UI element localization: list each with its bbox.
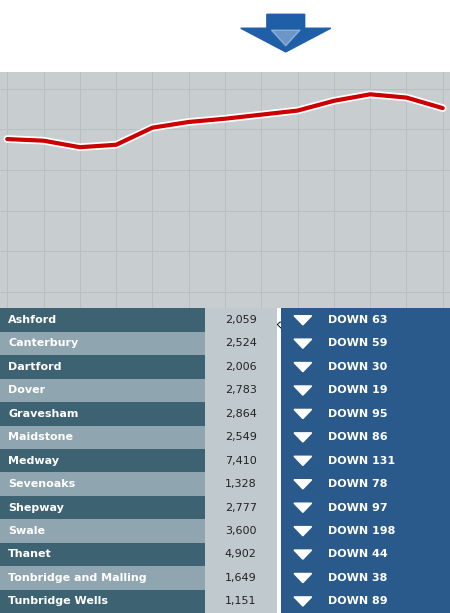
Polygon shape xyxy=(271,30,300,46)
Bar xyxy=(205,543,277,566)
Bar xyxy=(0,473,205,496)
Bar xyxy=(0,308,205,332)
Polygon shape xyxy=(241,14,331,52)
Polygon shape xyxy=(294,480,312,489)
Text: Sevenoaks: Sevenoaks xyxy=(8,479,75,489)
Text: DOWN 78: DOWN 78 xyxy=(328,479,388,489)
Text: DOWN 19: DOWN 19 xyxy=(328,386,388,395)
Text: Swale: Swale xyxy=(8,526,45,536)
Bar xyxy=(205,496,277,519)
Polygon shape xyxy=(294,456,312,465)
Text: 3,600: 3,600 xyxy=(225,526,256,536)
Bar xyxy=(281,332,450,355)
Bar xyxy=(205,355,277,379)
Text: Maidstone: Maidstone xyxy=(8,432,73,442)
Bar xyxy=(205,590,277,613)
Bar xyxy=(205,332,277,355)
Bar xyxy=(281,402,450,425)
Text: Tonbridge and Malling: Tonbridge and Malling xyxy=(8,573,147,583)
Text: 2,549: 2,549 xyxy=(225,432,256,442)
Bar xyxy=(0,355,205,379)
Bar xyxy=(281,496,450,519)
Text: 2,059: 2,059 xyxy=(225,315,256,325)
Text: DOWN 63: DOWN 63 xyxy=(328,315,388,325)
Polygon shape xyxy=(294,597,312,606)
Bar xyxy=(281,379,450,402)
Bar xyxy=(281,519,450,543)
Text: Shepway: Shepway xyxy=(8,503,64,512)
Bar xyxy=(205,308,277,332)
Polygon shape xyxy=(294,316,312,325)
Bar xyxy=(281,425,450,449)
Bar xyxy=(281,449,450,473)
Bar xyxy=(0,590,205,613)
Text: 2,777: 2,777 xyxy=(225,503,257,512)
Polygon shape xyxy=(294,362,312,371)
Bar xyxy=(0,566,205,590)
Polygon shape xyxy=(294,527,312,536)
Text: Ashford: Ashford xyxy=(8,315,57,325)
Text: 1,649: 1,649 xyxy=(225,573,256,583)
Bar xyxy=(281,308,450,332)
Text: 1,151: 1,151 xyxy=(225,596,256,606)
Text: 2,524: 2,524 xyxy=(225,338,256,349)
Bar xyxy=(205,473,277,496)
Text: 1,328: 1,328 xyxy=(225,479,256,489)
Bar xyxy=(281,590,450,613)
Bar xyxy=(281,543,450,566)
Text: DOWN 86: DOWN 86 xyxy=(328,432,388,442)
Text: DOWN 89: DOWN 89 xyxy=(328,596,388,606)
Text: Canterbury: Canterbury xyxy=(8,338,78,349)
Bar xyxy=(205,566,277,590)
Text: Dover: Dover xyxy=(8,386,45,395)
Bar xyxy=(0,332,205,355)
Bar xyxy=(0,496,205,519)
Polygon shape xyxy=(294,409,312,419)
Text: Medway: Medway xyxy=(8,455,59,466)
Text: 4,902: 4,902 xyxy=(225,549,256,560)
Bar xyxy=(281,566,450,590)
Text: Tunbridge Wells: Tunbridge Wells xyxy=(8,596,108,606)
Bar xyxy=(205,425,277,449)
Text: DOWN 97: DOWN 97 xyxy=(328,503,388,512)
Text: DOWN 59: DOWN 59 xyxy=(328,338,388,349)
Bar xyxy=(281,473,450,496)
Polygon shape xyxy=(294,550,312,559)
Bar xyxy=(205,519,277,543)
Polygon shape xyxy=(294,503,312,512)
Polygon shape xyxy=(294,574,312,582)
Text: DOWN: DOWN xyxy=(340,13,405,31)
Polygon shape xyxy=(294,433,312,442)
Bar xyxy=(281,355,450,379)
Text: DOWN 198: DOWN 198 xyxy=(328,526,396,536)
Text: Thanet: Thanet xyxy=(8,549,52,560)
Text: Dartford: Dartford xyxy=(8,362,62,372)
Text: 7,410: 7,410 xyxy=(225,455,256,466)
Polygon shape xyxy=(294,386,312,395)
Bar xyxy=(0,519,205,543)
Text: Gravesham: Gravesham xyxy=(8,409,78,419)
Text: DOWN 44: DOWN 44 xyxy=(328,549,388,560)
Text: 2,006: 2,006 xyxy=(225,362,256,372)
Text: Kent/Medway unemployed: Kent/Medway unemployed xyxy=(11,13,188,26)
Text: 1,027: 1,027 xyxy=(340,51,396,69)
Text: APRIL 2012: 37,602: APRIL 2012: 37,602 xyxy=(11,42,188,57)
Bar xyxy=(0,543,205,566)
Bar xyxy=(205,402,277,425)
Polygon shape xyxy=(294,339,312,348)
Text: DOWN 95: DOWN 95 xyxy=(328,409,388,419)
Text: 2,864: 2,864 xyxy=(225,409,256,419)
Bar xyxy=(205,379,277,402)
Text: DOWN 38: DOWN 38 xyxy=(328,573,388,583)
Bar xyxy=(0,425,205,449)
Text: DOWN 131: DOWN 131 xyxy=(328,455,396,466)
Text: DOWN 30: DOWN 30 xyxy=(328,362,388,372)
Bar xyxy=(0,379,205,402)
Text: 2,783: 2,783 xyxy=(225,386,256,395)
Bar xyxy=(205,449,277,473)
Bar xyxy=(0,449,205,473)
Bar xyxy=(0,402,205,425)
